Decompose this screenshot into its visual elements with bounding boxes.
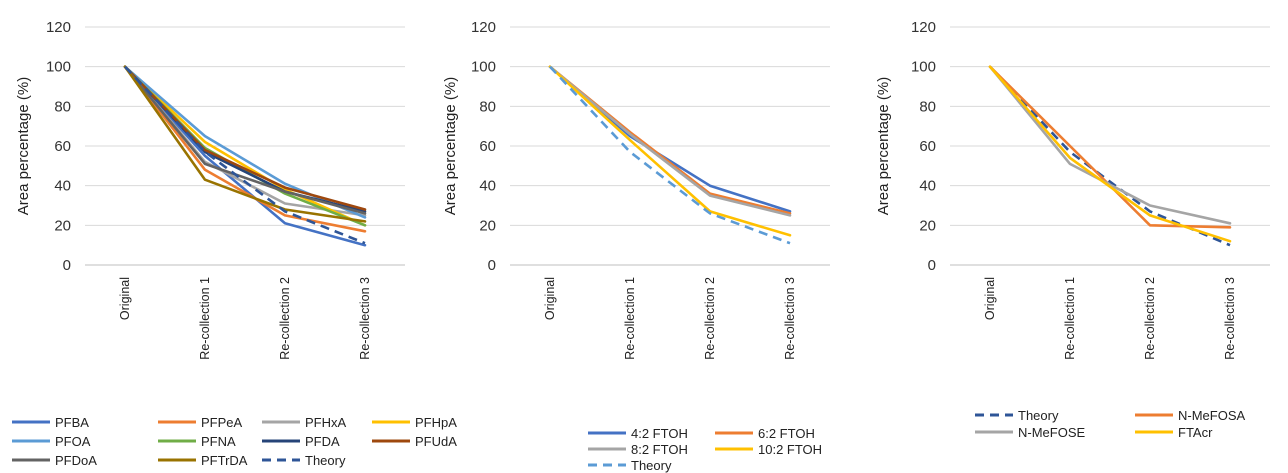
legend-label: PFPeA <box>201 415 243 430</box>
y-tick-label: 80 <box>479 98 496 115</box>
legend-label: PFUdA <box>415 434 457 449</box>
legend-label: 10:2 FTOH <box>758 442 822 457</box>
series-line-theory <box>549 65 791 245</box>
y-tick-label: 100 <box>46 59 71 76</box>
legend-label: 8:2 FTOH <box>631 442 688 457</box>
series-line-n-mefosa <box>988 65 1232 229</box>
y-tick-label: 60 <box>479 138 496 155</box>
series-line-ftacr <box>988 65 1232 243</box>
x-tick-label: Re-collection 2 <box>703 277 717 360</box>
y-tick-label: 120 <box>911 19 936 36</box>
y-axis-label: Area percentage (%) <box>15 77 32 215</box>
y-tick-label: 120 <box>46 19 71 36</box>
y-tick-label: 120 <box>471 19 496 36</box>
legend: 4:2 FTOH 6:2 FTOH 8:2 FTOH 10:2 FTOH Theory <box>588 426 822 473</box>
legend-label: Theory <box>305 453 346 468</box>
y-tick-label: 40 <box>479 178 496 195</box>
x-tick-label: Original <box>983 277 997 320</box>
y-tick-label: 20 <box>54 217 71 234</box>
legend-label: PFTrDA <box>201 453 248 468</box>
chart-1: 0 20 40 60 80 100 120 Area percentage (%) Origin… <box>12 19 457 468</box>
legend-label: N-MeFOSE <box>1018 425 1086 440</box>
x-tick-label: Re-collection 3 <box>358 277 372 360</box>
x-tick-label: Re-collection 3 <box>1223 277 1237 360</box>
series-line-10-2-ftoh <box>548 65 792 237</box>
legend: PFBA PFPeA PFHxA PFHpA PFOA PFNA PFDA PFUdA PFDo… <box>12 415 457 468</box>
series-line-pfdoa <box>123 65 367 215</box>
series-line-theory <box>989 65 1231 247</box>
series-line-pfhpa <box>123 65 367 227</box>
legend-label: PFHxA <box>305 415 347 430</box>
y-tick-label: 0 <box>63 257 71 274</box>
legend-label: PFDoA <box>55 453 97 468</box>
x-tick-label: Re-collection 2 <box>1143 277 1157 360</box>
gridlines <box>950 26 1270 266</box>
series-line-pfpea <box>123 65 367 233</box>
x-tick-label: Re-collection 1 <box>198 277 212 360</box>
y-tick-label: 80 <box>919 98 936 115</box>
gridlines <box>510 26 830 266</box>
y-tick-label: 20 <box>479 217 496 234</box>
chart-2: 0 20 40 60 80 100 120 Area percentage (%) Origin… <box>442 19 830 473</box>
series-line-theory <box>124 65 366 245</box>
legend-label: PFOA <box>55 434 91 449</box>
series-line-4-2-ftoh <box>548 65 792 213</box>
series-line-8-2-ftoh <box>548 65 792 217</box>
legend: Theory N-MeFOSA N-MeFOSE FTAcr <box>975 408 1246 440</box>
series-line-pfba <box>123 65 367 247</box>
y-tick-label: 100 <box>911 59 936 76</box>
legend-label: PFNA <box>201 434 236 449</box>
legend-label: Theory <box>1018 408 1059 423</box>
y-axis-label: Area percentage (%) <box>875 77 892 215</box>
y-tick-label: 60 <box>54 138 71 155</box>
x-tick-label: Re-collection 2 <box>278 277 292 360</box>
legend-label: 4:2 FTOH <box>631 426 688 441</box>
series-line-pfuda <box>123 65 367 211</box>
legend-label: 6:2 FTOH <box>758 426 815 441</box>
y-tick-label: 100 <box>471 59 496 76</box>
x-tick-label: Re-collection 1 <box>623 277 637 360</box>
series-line-n-mefose <box>988 65 1232 225</box>
series-line-6-2-ftoh <box>548 65 792 215</box>
legend-label: PFHpA <box>415 415 457 430</box>
chart-3: 0 20 40 60 80 100 120 Area percentage (%) Origin… <box>875 19 1270 440</box>
x-tick-label: Original <box>543 277 557 320</box>
legend-label: N-MeFOSA <box>1178 408 1246 423</box>
legend-label: Theory <box>631 458 672 473</box>
x-tick-label: Re-collection 3 <box>783 277 797 360</box>
series-line-pftrda <box>123 65 367 223</box>
x-tick-label: Re-collection 1 <box>1063 277 1077 360</box>
y-tick-label: 0 <box>928 257 936 274</box>
legend-label: FTAcr <box>1178 425 1213 440</box>
gridlines <box>85 26 405 266</box>
y-tick-label: 40 <box>919 178 936 195</box>
y-tick-label: 0 <box>488 257 496 274</box>
x-tick-label: Original <box>118 277 132 320</box>
y-tick-label: 40 <box>54 178 71 195</box>
y-tick-label: 80 <box>54 98 71 115</box>
y-tick-label: 20 <box>919 217 936 234</box>
legend-label: PFBA <box>55 415 89 430</box>
legend-label: PFDA <box>305 434 340 449</box>
y-axis-label: Area percentage (%) <box>442 77 459 215</box>
y-tick-label: 60 <box>919 138 936 155</box>
